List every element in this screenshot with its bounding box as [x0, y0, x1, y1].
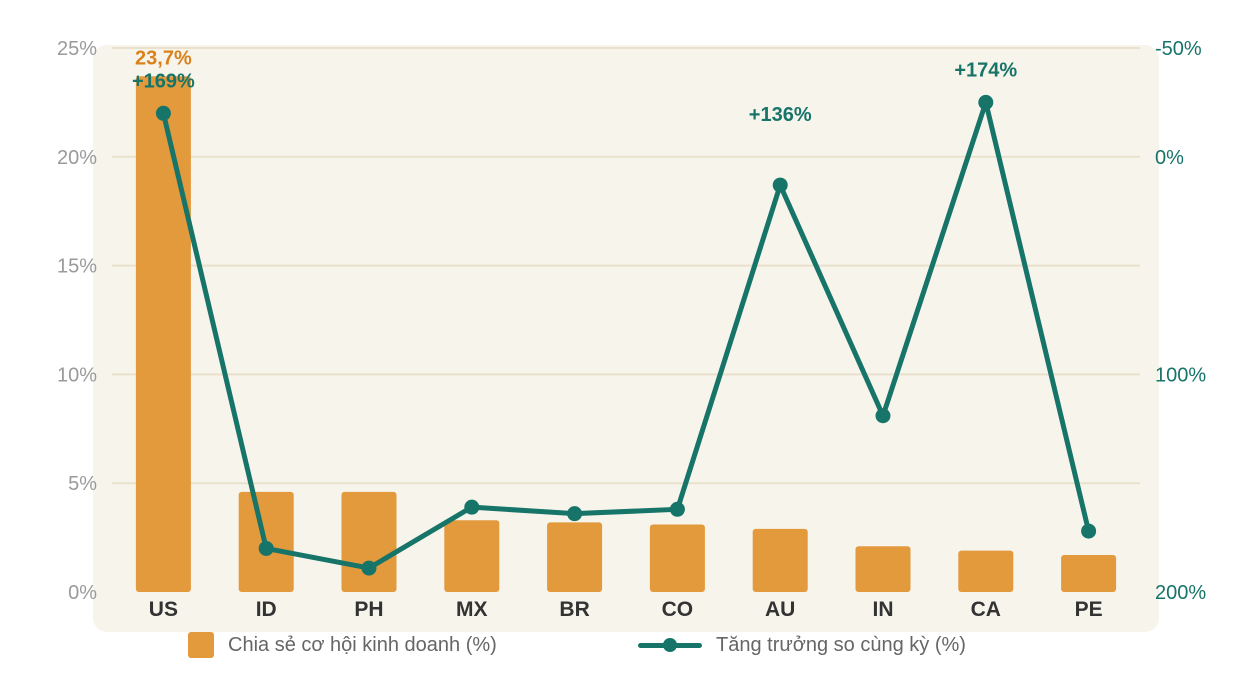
plot-background: [93, 45, 1159, 632]
category-label: MX: [456, 598, 488, 621]
left-tick-label: 10%: [57, 364, 97, 386]
legend-item-growth: Tăng trưởng so cùng kỳ (%): [638, 632, 966, 658]
category-label: IN: [873, 598, 894, 621]
category-label: PE: [1075, 598, 1103, 621]
growth-value-label: +169%: [132, 70, 195, 92]
category-label: CO: [662, 598, 694, 621]
annotations: 23,7%+169% +136% +174%: [132, 47, 1017, 126]
category-label: BR: [559, 598, 589, 621]
bar-PE: [1061, 555, 1117, 592]
growth-value-label: +174%: [954, 59, 1017, 81]
bar-BR: [547, 522, 603, 592]
left-tick-label: 5%: [68, 473, 97, 495]
legend-label-growth: Tăng trưởng so cùng kỳ (%): [716, 633, 966, 656]
bar-IN: [855, 546, 911, 592]
bar-value-label: 23,7%: [135, 47, 192, 69]
right-tick-label: 0%: [1155, 147, 1184, 169]
legend-line-swatch: [638, 632, 702, 658]
growth-line: [160, 99, 1092, 571]
legend-bar-swatch: [188, 632, 214, 658]
right-tick-label: 200%: [1155, 582, 1206, 604]
left-tick-label: 20%: [57, 147, 97, 169]
left-tick-label: 0%: [68, 582, 97, 604]
growth-point-MX: [464, 499, 480, 515]
bar-CA: [958, 550, 1014, 592]
bar-US: [135, 76, 191, 592]
growth-point-PE: [1081, 523, 1097, 539]
category-label: CA: [971, 598, 1001, 621]
growth-point-CO: [669, 501, 685, 517]
category-label: AU: [765, 598, 795, 621]
right-axis: -50% 0% 100% 200%: [1155, 38, 1206, 604]
growth-value-label: +136%: [749, 104, 812, 126]
right-tick-label: -50%: [1155, 38, 1202, 60]
legend: Chia sẻ cơ hội kinh doanh (%) Tăng trưởn…: [0, 630, 1245, 666]
legend-label-share: Chia sẻ cơ hội kinh doanh (%): [228, 633, 497, 656]
category-label: ID: [256, 598, 277, 621]
growth-point-ID: [258, 540, 274, 556]
left-tick-label: 15%: [57, 256, 97, 278]
growth-point-PH: [361, 560, 377, 576]
left-tick-label: 25%: [57, 38, 97, 60]
bar-CO: [649, 524, 705, 592]
bar-PH: [341, 491, 397, 592]
line-series: [155, 94, 1097, 576]
bar-AU: [752, 528, 808, 592]
growth-point-BR: [567, 506, 583, 522]
growth-point-AU: [772, 177, 788, 193]
growth-point-US: [155, 105, 171, 121]
category-label: PH: [354, 598, 383, 621]
left-axis: 0% 5% 10% 15% 20% 25%: [57, 38, 97, 604]
legend-item-share: Chia sẻ cơ hội kinh doanh (%): [188, 632, 497, 658]
category-label: US: [149, 598, 178, 621]
growth-point-IN: [875, 408, 891, 424]
right-tick-label: 100%: [1155, 364, 1206, 386]
growth-point-CA: [978, 94, 994, 110]
category-axis: US ID PH MX BR CO AU IN CA PE: [149, 598, 1103, 621]
bar-MX: [444, 520, 500, 592]
